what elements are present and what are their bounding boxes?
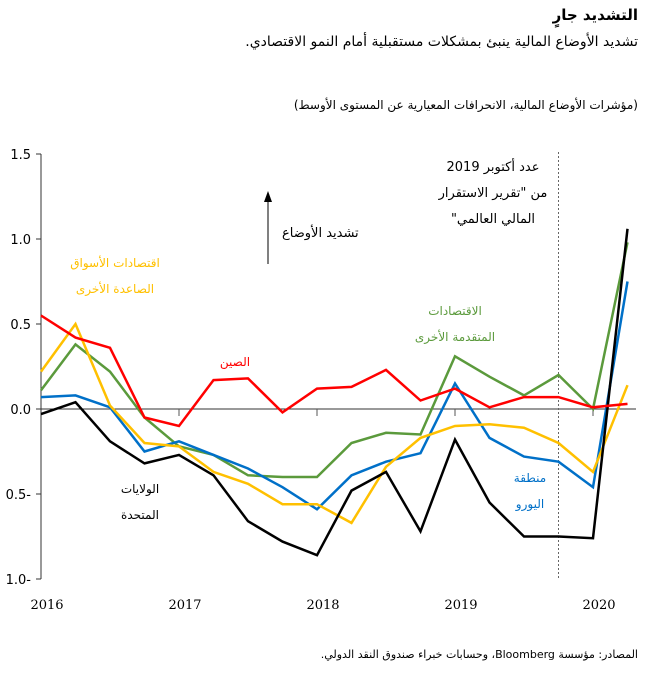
gfsr-line-3: المالي العالمي" xyxy=(450,212,536,227)
gfsr-annotation: عدد أكتوبر 2019 من "تقرير الاستقرار الما… xyxy=(438,155,548,233)
gfsr-line-1: عدد أكتوبر 2019 xyxy=(446,160,540,175)
arrow-head-icon xyxy=(264,191,272,202)
tightening-label: تشديد الأوضاع xyxy=(282,226,359,241)
x-tick-label: 2017 xyxy=(168,598,201,613)
chart-title: التشديد جارٍ xyxy=(552,6,638,24)
y-tick-label: 0.5- xyxy=(6,488,32,503)
y-tick-label: 0.5 xyxy=(10,318,31,333)
x-tick-label: 2019 xyxy=(444,598,477,613)
unit-note: (مؤشرات الأوضاع المالية، الانحرافات المع… xyxy=(293,98,638,112)
series-label-us: الولايات المتحدة xyxy=(120,482,160,522)
gfsr-line-2: من "تقرير الاستقرار xyxy=(438,186,548,201)
y-tick-label: 1.5 xyxy=(10,148,31,163)
series-line xyxy=(40,242,629,479)
series-line xyxy=(40,314,628,428)
series-line xyxy=(40,281,629,511)
series-label-euro: منطقة اليورو xyxy=(513,471,547,511)
series-label-china: الصين xyxy=(219,355,251,369)
x-tick-label: 2016 xyxy=(30,598,63,613)
y-tick-label: 1.0 xyxy=(10,233,31,248)
x-tick-label: 2018 xyxy=(306,598,339,613)
series-line xyxy=(39,321,629,525)
series-line xyxy=(40,228,629,557)
source-note: المصادر: مؤسسة Bloomberg، وحسابات خبراء … xyxy=(320,648,638,661)
x-tick-label: 2020 xyxy=(582,598,615,613)
series-label-em: اقتصادات الأسواق الصاعدة الأخرى xyxy=(70,256,160,296)
y-tick-label: 0.0 xyxy=(10,403,31,418)
y-tick-label: 1.0- xyxy=(6,573,32,588)
series-label-advanced: الاقتصادات المتقدمة الأخرى xyxy=(414,304,496,344)
chart-subtitle: تشديد الأوضاع المالية ينبئ بمشكلات مستقب… xyxy=(245,34,638,50)
